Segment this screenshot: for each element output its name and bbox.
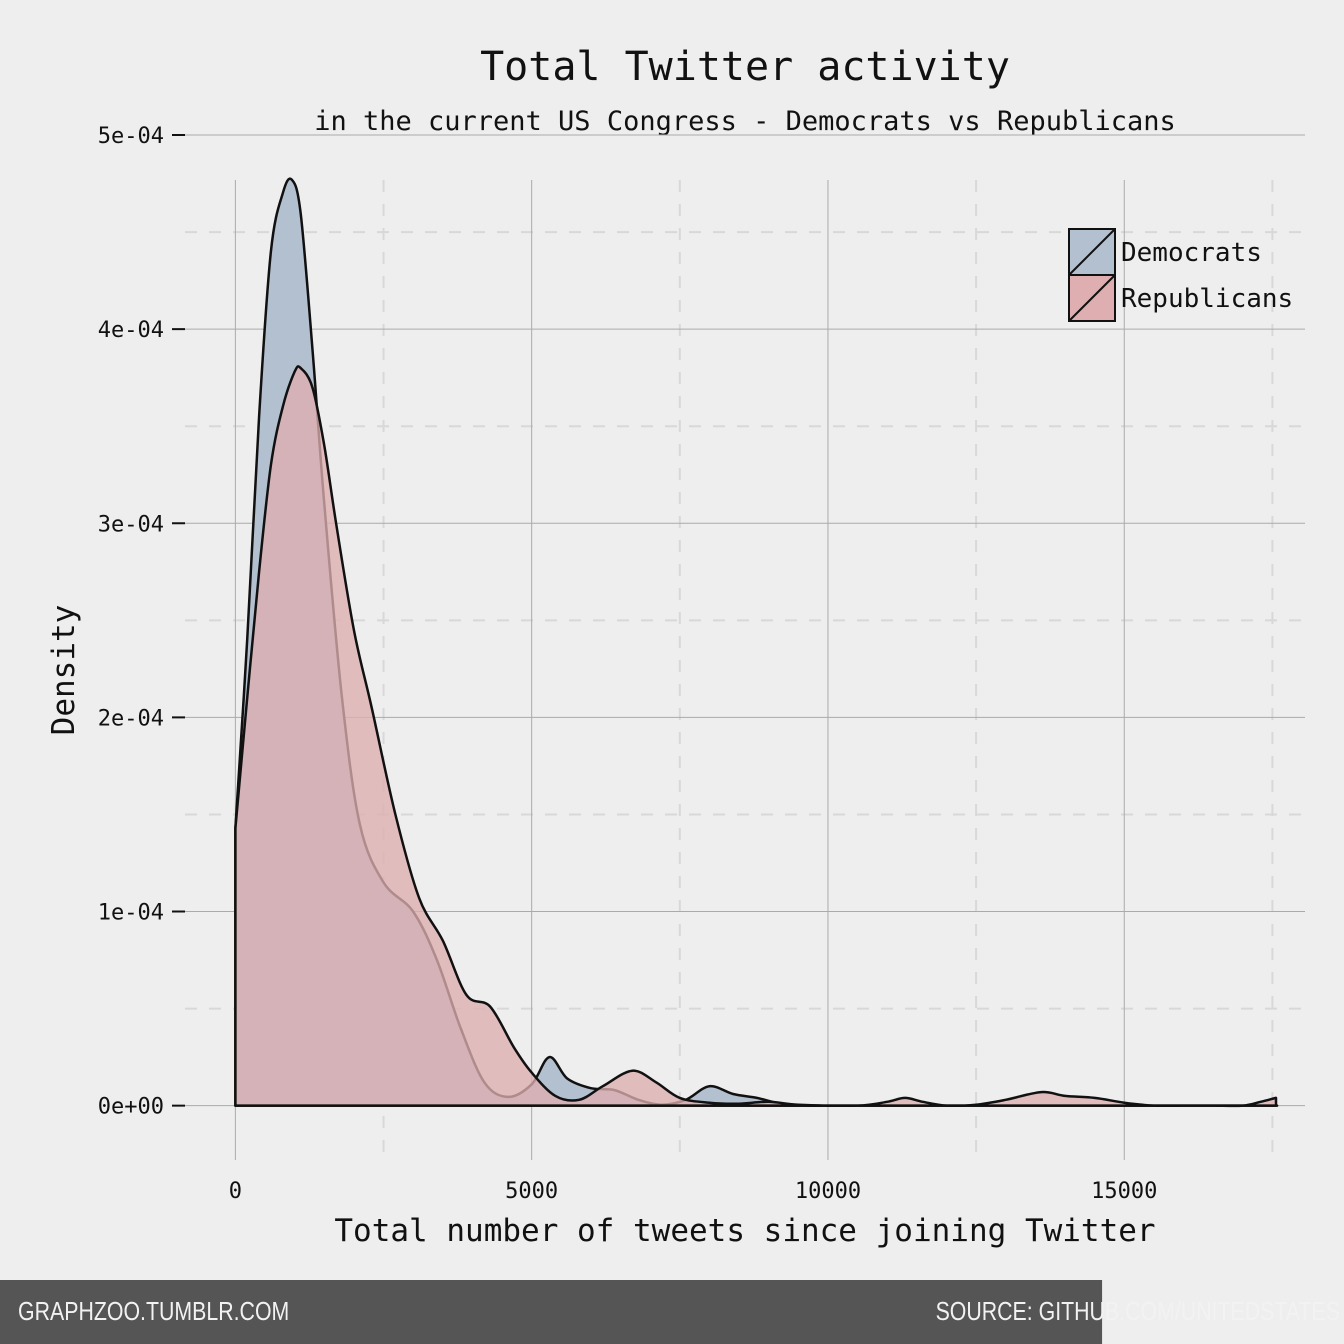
y-tick-label: 2e-04 bbox=[98, 706, 164, 731]
y-tick-label: 0e+00 bbox=[98, 1095, 164, 1120]
legend-swatch-slash bbox=[1068, 228, 1116, 276]
y-tick-label: 1e-04 bbox=[98, 901, 164, 926]
footer-source: SOURCE: GITHUB.COM/UNITEDSTATES bbox=[935, 1296, 1340, 1326]
y-tick-label: 4e-04 bbox=[98, 318, 164, 343]
chart-title: Total Twitter activity bbox=[480, 44, 1010, 90]
density-chart: Total Twitter activity in the current US… bbox=[46, 44, 1305, 1249]
density-areas bbox=[234, 177, 1279, 1108]
y-axis: 0e+00 1e-04 2e-04 3e-04 4e-04 5e-04 bbox=[98, 124, 185, 1120]
y-tick-label: 3e-04 bbox=[98, 512, 164, 537]
chart-subtitle: in the current US Congress - Democrats v… bbox=[314, 106, 1176, 137]
legend-label-republicans: Republicans bbox=[1121, 284, 1293, 314]
x-axis-title: Total number of tweets since joining Twi… bbox=[334, 1213, 1155, 1249]
x-tick-label: 0 bbox=[229, 1179, 242, 1204]
density-area-republicans bbox=[234, 365, 1278, 1108]
footer-site-link[interactable]: GRAPHZOO.TUMBLR.COM bbox=[18, 1296, 290, 1326]
x-axis: 0 5000 10000 15000 bbox=[229, 1179, 1158, 1204]
y-tick-label: 5e-04 bbox=[98, 124, 164, 149]
x-tick-label: 10000 bbox=[795, 1179, 861, 1204]
legend-item-democrats: Democrats bbox=[1068, 228, 1262, 276]
x-tick-label: 5000 bbox=[505, 1179, 558, 1204]
legend-item-republicans: Republicans bbox=[1068, 274, 1293, 322]
x-tick-label: 15000 bbox=[1091, 1179, 1157, 1204]
legend-swatch-slash bbox=[1068, 274, 1116, 322]
y-axis-title: Density bbox=[46, 605, 82, 736]
legend-label-democrats: Democrats bbox=[1121, 238, 1262, 268]
legend: Democrats Republicans bbox=[1068, 228, 1293, 322]
footer-bar: GRAPHZOO.TUMBLR.COM SOURCE: GITHUB.COM/U… bbox=[0, 1280, 1340, 1344]
